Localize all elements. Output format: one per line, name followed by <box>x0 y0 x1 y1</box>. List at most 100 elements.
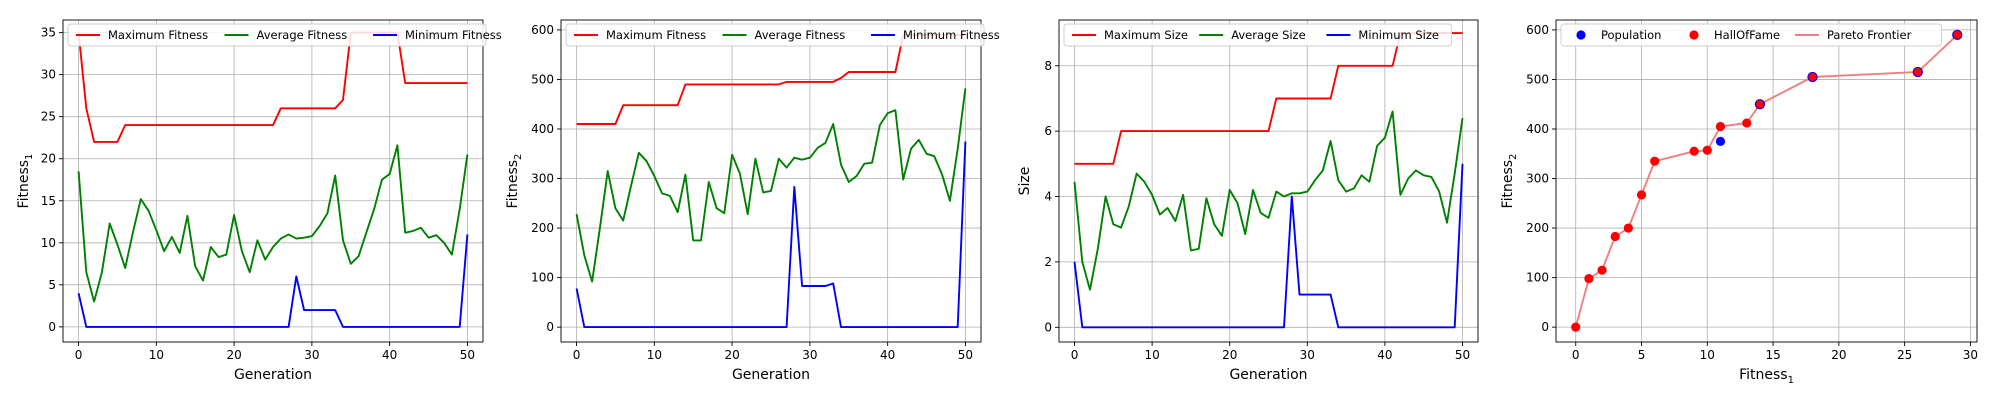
y-tick-label: 100 <box>531 271 554 285</box>
halloffame-point <box>1623 223 1633 233</box>
legend-box <box>1560 23 1942 47</box>
halloffame-point <box>1610 231 1620 242</box>
plot-area <box>575 33 967 329</box>
y-tick-label: 30 <box>41 68 56 82</box>
population-point <box>1807 71 1818 83</box>
halloffame-point <box>1702 145 1712 155</box>
series-line-average-size <box>1073 110 1464 291</box>
axes-frame <box>1555 19 1978 343</box>
y-axis-label-subscript: 2 <box>1508 154 1519 160</box>
y-tick-label: 400 <box>531 122 554 136</box>
series-line-maximum-size <box>1074 32 1463 165</box>
x-axis-label-text: Generation <box>234 367 312 383</box>
series-line-maximum-fitness <box>576 33 966 125</box>
x-tick-label: 50 <box>460 348 475 362</box>
legend-entry: Pareto Frontier <box>1827 28 1912 42</box>
legend: Population HallOfFame Pareto Frontier <box>1560 23 1942 47</box>
x-tick-label: 40 <box>382 348 397 362</box>
legend: Maximum Fitness Average Fitness Minimum Fi… <box>565 23 1000 47</box>
chart-panel-4: 0 5 10 15 20 25 300100200300400500600Fitness1F… <box>1500 19 1978 386</box>
x-tick-label: 20 <box>226 348 241 362</box>
x-axis-label: Generation <box>234 367 312 383</box>
y-tick-label: 600 <box>1526 23 1549 37</box>
y-tick-label: 100 <box>1526 271 1549 285</box>
x-tick-label: 40 <box>1377 348 1392 362</box>
x-tick-label: 20 <box>1831 348 1846 362</box>
legend-entry: HallOfFame <box>1714 28 1780 42</box>
x-tick-label: 25 <box>1897 348 1912 362</box>
legend-marker <box>1689 30 1699 40</box>
x-tick-label: 10 <box>1700 348 1715 362</box>
y-tick-label: 0 <box>1541 320 1549 334</box>
y-tick-label: 400 <box>1526 122 1549 136</box>
x-axis-label: Generation <box>732 367 810 383</box>
legend-entry: Minimum Size <box>1358 28 1439 42</box>
y-axis-label: Fitness2 <box>505 154 524 209</box>
legend: Maximum Size Average Size Minimum Size <box>1063 23 1453 47</box>
pareto-frontier-line <box>1574 34 1958 328</box>
y-tick-label: 500 <box>1526 72 1549 86</box>
x-tick-label: 0 <box>1572 348 1580 362</box>
x-tick-label: 20 <box>1222 348 1237 362</box>
x-axis-label: Generation <box>1229 367 1307 383</box>
x-axis-label: Fitness1 <box>1739 367 1794 386</box>
y-axis-label-text: Fitness <box>16 160 32 209</box>
legend-box <box>565 23 985 47</box>
chart-panel-3: 0 10 20 30 40 50 0 2 4 6 8 Generation Size Maximum Si… <box>1017 19 1479 383</box>
series-line-average-fitness <box>77 144 469 303</box>
y-tick-label: 0 <box>546 320 554 334</box>
y-axis-label: Size <box>1017 167 1033 196</box>
y-tick-label: 0 <box>1044 320 1052 334</box>
y-axis-label-subscript: 1 <box>24 154 35 160</box>
y-tick-label: 300 <box>531 172 554 186</box>
plot-area <box>1571 29 1963 332</box>
legend-entry: Minimum Fitness <box>903 28 1000 42</box>
x-tick-label: 50 <box>1455 348 1470 362</box>
plot-area <box>77 31 469 328</box>
legend-entry: Maximum Size <box>1104 28 1188 42</box>
x-tick-label: 0 <box>1071 348 1079 362</box>
x-tick-label: 0 <box>75 348 83 362</box>
x-tick-label: 10 <box>149 348 164 362</box>
legend-box <box>1063 23 1453 47</box>
series-line-minimum-fitness <box>575 141 967 329</box>
x-tick-label: 30 <box>1963 348 1978 362</box>
x-tick-label: 15 <box>1765 348 1780 362</box>
y-axis-label: Fitness2 <box>1500 154 1519 209</box>
y-tick-label: 200 <box>1526 221 1549 235</box>
halloffame-point <box>1650 156 1660 166</box>
chart-panel-2: 0 10 20 30 40 500100200300400500600Generation… <box>505 19 1000 383</box>
x-axis-label-text: Generation <box>1229 367 1307 383</box>
y-tick-label: 8 <box>1044 59 1052 73</box>
x-tick-label: 20 <box>724 348 739 362</box>
plot-area <box>1073 32 1464 329</box>
x-tick-label: 30 <box>802 348 817 362</box>
population-point <box>1912 66 1923 78</box>
halloffame-point <box>1742 118 1752 128</box>
legend-box <box>67 23 487 47</box>
series-line-maximum-fitness <box>77 31 468 143</box>
y-axis-label: Fitness1 <box>16 154 35 209</box>
legend-entry: Average Fitness <box>755 28 846 42</box>
series-line-average-fitness <box>575 88 967 283</box>
y-tick-label: 4 <box>1044 190 1052 204</box>
population-point <box>1952 29 1963 41</box>
chart-panel-1: 0 10 20 30 40 50 0 5 10 15 20 25 30 35 Generation Fitne… <box>16 19 502 383</box>
y-tick-label: 35 <box>41 26 56 40</box>
x-axis-label-text: Generation <box>732 367 810 383</box>
series-line-minimum-size <box>1073 163 1464 329</box>
halloffame-point <box>1636 190 1647 200</box>
halloffame-point <box>1715 121 1726 132</box>
x-tick-label: 10 <box>647 348 662 362</box>
legend-marker <box>1576 30 1586 40</box>
y-axis-label-subscript: 2 <box>513 154 524 160</box>
y-tick-label: 2 <box>1044 255 1052 269</box>
population-point <box>1754 99 1766 110</box>
y-tick-label: 15 <box>41 194 56 208</box>
y-tick-label: 20 <box>41 152 56 166</box>
legend: Maximum Fitness Average Fitness Minimum Fi… <box>67 23 502 47</box>
legend-entry: Maximum Fitness <box>606 28 706 42</box>
y-axis-label-text: Size <box>1017 167 1033 196</box>
y-tick-label: 500 <box>531 72 554 86</box>
